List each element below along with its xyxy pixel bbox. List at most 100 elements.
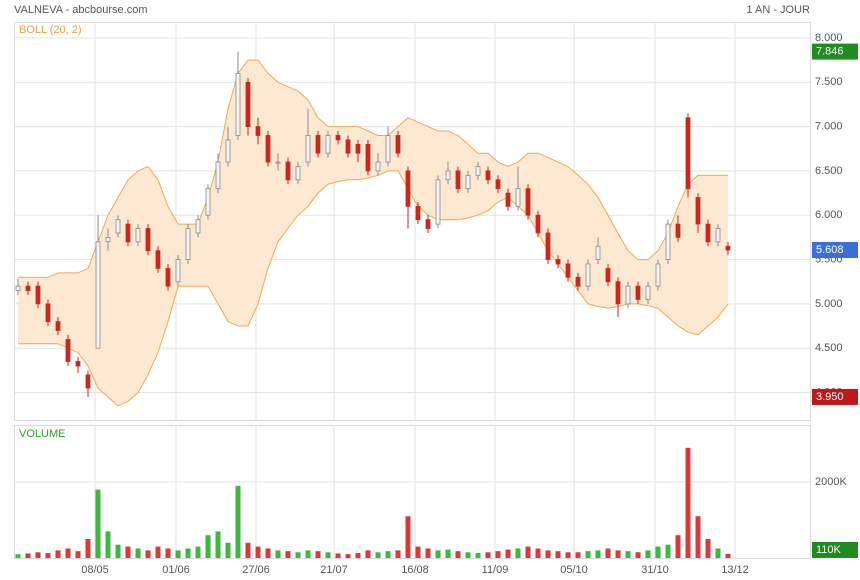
value-marker-label: 5.608 — [816, 244, 844, 256]
y-tick-label: 4.500 — [815, 342, 843, 354]
candle-body — [315, 135, 321, 154]
candle-body — [105, 236, 111, 243]
candle-body — [75, 361, 81, 367]
volume-bar — [265, 548, 271, 558]
volume-bar — [25, 553, 31, 558]
candle-body — [155, 250, 161, 269]
candle-body — [725, 245, 731, 251]
candle-body — [415, 205, 421, 221]
volume-bar — [425, 548, 431, 558]
volume-bar — [195, 546, 201, 558]
x-tick-label: 31/10 — [641, 564, 669, 576]
candle-body — [55, 321, 61, 331]
volume-bar — [325, 552, 331, 558]
candle-body — [295, 166, 301, 181]
candle-body — [35, 285, 41, 305]
candle-body — [255, 126, 261, 136]
volume-bar — [555, 551, 561, 558]
candle-body — [215, 161, 221, 190]
volume-bar — [645, 550, 651, 558]
volume-bar — [615, 550, 621, 558]
volume-bar — [295, 552, 301, 558]
volume-bar — [135, 548, 141, 558]
candle-body — [165, 268, 171, 287]
indicator-label: BOLL (20, 2) — [19, 24, 82, 36]
candle-body — [285, 161, 291, 181]
volume-bar — [45, 553, 51, 558]
volume-bar — [545, 550, 551, 558]
volume-bar — [245, 542, 251, 558]
volume-bar — [635, 552, 641, 558]
volume-bar — [215, 531, 221, 558]
volume-bar — [705, 539, 711, 558]
volume-bar — [285, 551, 291, 558]
volume-bar — [255, 546, 261, 558]
candle-body — [565, 263, 571, 278]
x-tick-label: 13/12 — [721, 564, 749, 576]
volume-bar — [655, 546, 661, 558]
candle-body — [575, 276, 581, 287]
x-tick-label: 16/08 — [401, 564, 429, 576]
band-fill — [18, 60, 728, 406]
candle-body — [645, 285, 651, 300]
band-upper — [18, 59, 728, 278]
candle-body — [45, 303, 51, 323]
candle-body — [405, 170, 411, 207]
x-tick-label: 01/06 — [162, 564, 190, 576]
volume-bar — [605, 548, 611, 558]
volume-bar — [355, 553, 361, 558]
volume-label: VOLUME — [19, 428, 65, 440]
candle-body — [65, 338, 71, 362]
y-tick-label: 8.000 — [815, 32, 843, 44]
volume-bar — [55, 550, 61, 558]
candle-body — [365, 143, 371, 172]
volume-bar — [185, 548, 191, 558]
value-marker — [812, 388, 858, 405]
candle-body — [395, 135, 401, 154]
value-marker-label: 3.950 — [816, 391, 844, 403]
volume-bar — [715, 548, 721, 558]
volume-bar — [625, 551, 631, 558]
volume-bar — [385, 551, 391, 558]
candle-body — [95, 241, 101, 349]
volume-bar — [145, 550, 151, 558]
value-marker — [812, 542, 858, 558]
candle-body — [435, 179, 441, 225]
period-label: 1 AN - JOUR — [746, 4, 810, 16]
volume-bar — [375, 552, 381, 558]
candle-body — [375, 161, 381, 172]
candle-body — [85, 374, 91, 389]
volume-bar — [505, 549, 511, 558]
candle-body — [325, 135, 331, 154]
volume-bar — [105, 531, 111, 558]
value-marker — [812, 43, 858, 60]
candle-body — [495, 179, 501, 190]
x-tick-label: 21/07 — [320, 564, 348, 576]
candle-body — [355, 143, 361, 154]
volume-bar — [445, 549, 451, 558]
candle-body — [595, 245, 601, 260]
volume-bar — [155, 546, 161, 558]
volume-bar — [95, 489, 101, 558]
candle-body — [485, 170, 491, 181]
volume-bar — [305, 550, 311, 558]
volume-bar — [465, 552, 471, 558]
y-tick-label: 7.000 — [815, 121, 843, 133]
volume-bar — [475, 553, 481, 558]
candle-body — [625, 285, 631, 305]
volume-bar — [585, 551, 591, 558]
y-tick-label: 6.000 — [815, 209, 843, 221]
candle-body — [715, 228, 721, 243]
candle-body — [335, 135, 341, 141]
candle-body — [305, 135, 311, 163]
volume-bar — [65, 548, 71, 558]
volume-bar — [565, 552, 571, 558]
x-tick-label: 05/10 — [560, 564, 588, 576]
candle-body — [475, 166, 481, 176]
volume-bar — [595, 550, 601, 558]
candle-body — [125, 223, 131, 243]
volume-bar — [415, 546, 421, 558]
candle-body — [25, 285, 31, 291]
volume-bar — [685, 447, 691, 558]
